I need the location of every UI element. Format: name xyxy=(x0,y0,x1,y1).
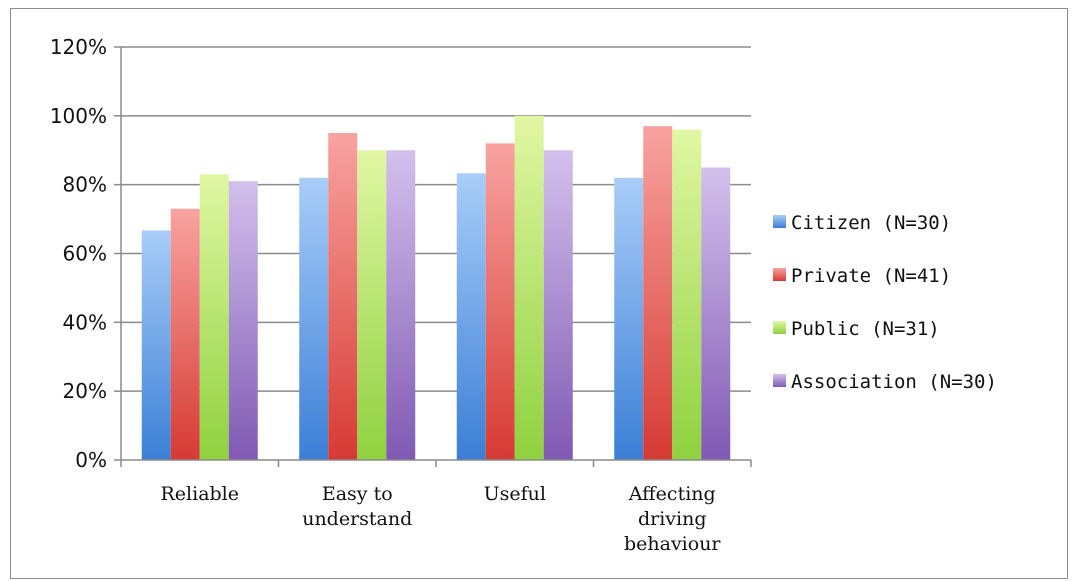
bar xyxy=(672,129,702,460)
x-tick-label-line: Useful xyxy=(484,483,546,505)
bar xyxy=(543,150,573,460)
bar xyxy=(514,115,544,460)
y-tick-label: 100% xyxy=(50,104,107,128)
bars xyxy=(141,115,731,461)
bar xyxy=(386,150,416,460)
chart-frame: 0% 20% 40% 60% 80% 100% 120% Reliable Easy to und… xyxy=(10,8,1068,579)
x-tick-label-line: Easy to xyxy=(322,483,393,505)
legend-swatch xyxy=(773,321,786,334)
bar xyxy=(643,126,673,461)
legend-swatch xyxy=(773,374,786,387)
bar xyxy=(701,167,731,461)
bar xyxy=(357,150,387,460)
y-tick-label: 0% xyxy=(75,448,107,472)
x-tick-label: Affecting driving behaviour xyxy=(624,483,721,555)
y-tick-label: 40% xyxy=(63,310,107,334)
legend-label: Public (N=31) xyxy=(791,318,940,340)
y-tick-label: 80% xyxy=(63,173,107,197)
y-tick-label: 60% xyxy=(63,242,107,266)
bar xyxy=(614,177,644,461)
x-tick-label-line: understand xyxy=(302,508,412,530)
x-tick-label-line: behaviour xyxy=(624,533,721,555)
bar xyxy=(456,173,486,460)
legend: Citizen (N=30) Private (N=41) Public (N=31… xyxy=(773,212,997,393)
bar xyxy=(328,133,358,460)
axes: 0% 20% 40% 60% 80% 100% 120% Reliable Easy to und… xyxy=(50,35,752,555)
y-tick-label: 20% xyxy=(63,379,107,403)
legend-label: Citizen (N=30) xyxy=(791,212,951,234)
x-tick-label-line: driving xyxy=(638,508,707,530)
bar xyxy=(141,230,171,460)
x-tick-label: Reliable xyxy=(160,483,239,505)
bar xyxy=(228,181,258,460)
legend-label: Association (N=30) xyxy=(791,371,997,393)
x-tick-label: Useful xyxy=(484,483,546,505)
y-tick-label: 120% xyxy=(50,35,107,59)
bar xyxy=(299,177,329,461)
chart-svg: 0% 20% 40% 60% 80% 100% 120% Reliable Easy to und… xyxy=(50,35,997,555)
x-tick-label: Easy to understand xyxy=(302,483,412,530)
bar xyxy=(485,143,515,460)
x-tick-label-line: Reliable xyxy=(160,483,239,505)
legend-swatch xyxy=(773,215,786,228)
bar xyxy=(199,174,229,460)
x-tick-label-line: Affecting xyxy=(628,483,716,505)
legend-swatch xyxy=(773,268,786,281)
legend-label: Private (N=41) xyxy=(791,265,951,287)
bar xyxy=(170,208,200,460)
